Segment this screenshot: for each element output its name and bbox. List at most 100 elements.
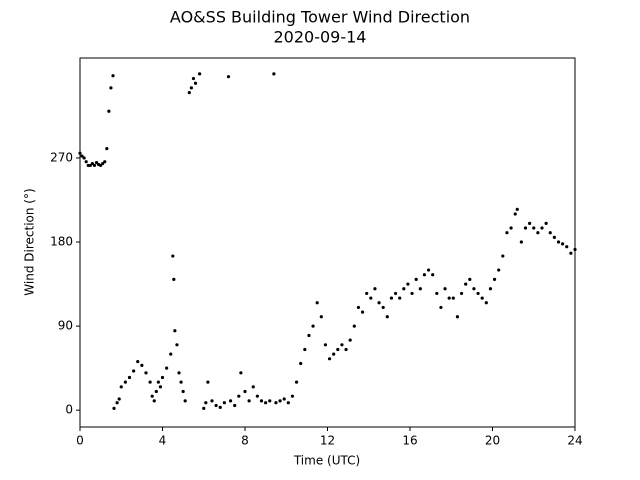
data-point [173, 329, 177, 333]
data-point [115, 401, 119, 405]
data-point [373, 287, 377, 291]
data-point [160, 375, 165, 380]
data-point [103, 160, 107, 164]
data-point [480, 296, 484, 300]
data-point [418, 287, 422, 291]
data-point [204, 401, 208, 405]
data-point [398, 296, 402, 300]
data-point [381, 305, 385, 310]
data-point [206, 380, 210, 384]
data-point [228, 399, 233, 403]
data-point [282, 397, 286, 401]
data-point [406, 282, 410, 286]
data-point [505, 231, 509, 235]
data-point [336, 347, 340, 352]
data-point [144, 371, 148, 375]
data-point [414, 277, 418, 281]
data-point [112, 406, 116, 410]
data-point [540, 226, 544, 230]
data-point [319, 315, 323, 319]
data-point [272, 72, 276, 76]
data-point [365, 291, 369, 296]
data-point [426, 268, 431, 272]
data-point [119, 385, 123, 389]
data-point [181, 389, 185, 394]
data-point [360, 310, 365, 314]
data-point [435, 291, 439, 296]
x-tick-label: 8 [241, 434, 249, 448]
data-point [198, 72, 202, 76]
data-point [105, 147, 109, 151]
data-point [536, 231, 540, 235]
data-point [202, 406, 206, 410]
data-point [410, 291, 414, 296]
data-point [294, 380, 299, 384]
data-point [451, 296, 455, 300]
data-point [315, 301, 319, 305]
data-point [422, 273, 427, 277]
data-point [532, 226, 536, 230]
data-point [492, 277, 497, 281]
y-tick-label: 90 [58, 319, 73, 333]
data-point [519, 240, 523, 244]
data-point [389, 296, 394, 300]
data-point [356, 305, 361, 310]
data-point [101, 161, 105, 166]
data-point [455, 315, 460, 319]
data-point [247, 399, 251, 403]
data-point [165, 366, 169, 370]
data-point [464, 282, 468, 286]
data-point [152, 399, 156, 403]
data-point [226, 75, 231, 79]
data-point [561, 242, 565, 246]
data-point [369, 296, 373, 300]
x-axis-label: Time (UTC) [293, 454, 360, 468]
data-point [189, 86, 193, 90]
data-point [552, 235, 556, 239]
data-point [169, 352, 173, 356]
data-point [565, 245, 569, 249]
data-point [90, 161, 94, 166]
data-point [92, 163, 97, 168]
x-tick-label: 4 [159, 434, 167, 448]
data-point [78, 151, 82, 155]
data-point [82, 156, 86, 160]
data-point [352, 324, 356, 328]
data-point [127, 375, 132, 380]
data-point [80, 154, 84, 158]
data-point [385, 315, 389, 319]
data-point [528, 221, 532, 225]
y-tick-label: 270 [50, 150, 73, 164]
data-point [237, 394, 241, 398]
data-point [158, 385, 163, 389]
data-point [99, 163, 103, 168]
y-tick-label: 180 [50, 235, 73, 249]
data-point [290, 394, 295, 398]
chart-subtitle: 2020-09-14 [274, 28, 367, 47]
data-point [84, 160, 88, 164]
data-point [187, 90, 191, 95]
data-point [447, 296, 451, 300]
plot-frame [79, 57, 576, 428]
data-point [214, 403, 218, 408]
data-point [243, 389, 247, 394]
data-point [513, 212, 517, 216]
data-point [268, 399, 272, 403]
data-point [132, 369, 136, 373]
data-point [468, 277, 472, 281]
data-point [154, 389, 158, 394]
data-point [123, 380, 127, 384]
data-point [107, 109, 111, 113]
x-tick-label: 16 [402, 434, 417, 448]
data-point [573, 247, 577, 252]
data-point [544, 221, 548, 225]
data-point [183, 399, 187, 403]
data-point [218, 405, 222, 409]
y-axis-label: Wind Direction (°) [23, 188, 37, 295]
data-point [340, 343, 344, 347]
data-point [150, 394, 154, 398]
data-point [278, 399, 282, 403]
data-point [332, 352, 336, 356]
data-point [348, 338, 352, 342]
data-point [476, 291, 480, 296]
